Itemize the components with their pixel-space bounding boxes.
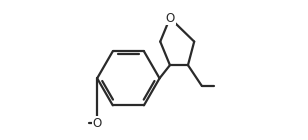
Text: O: O bbox=[165, 11, 175, 24]
Text: O: O bbox=[92, 117, 102, 130]
